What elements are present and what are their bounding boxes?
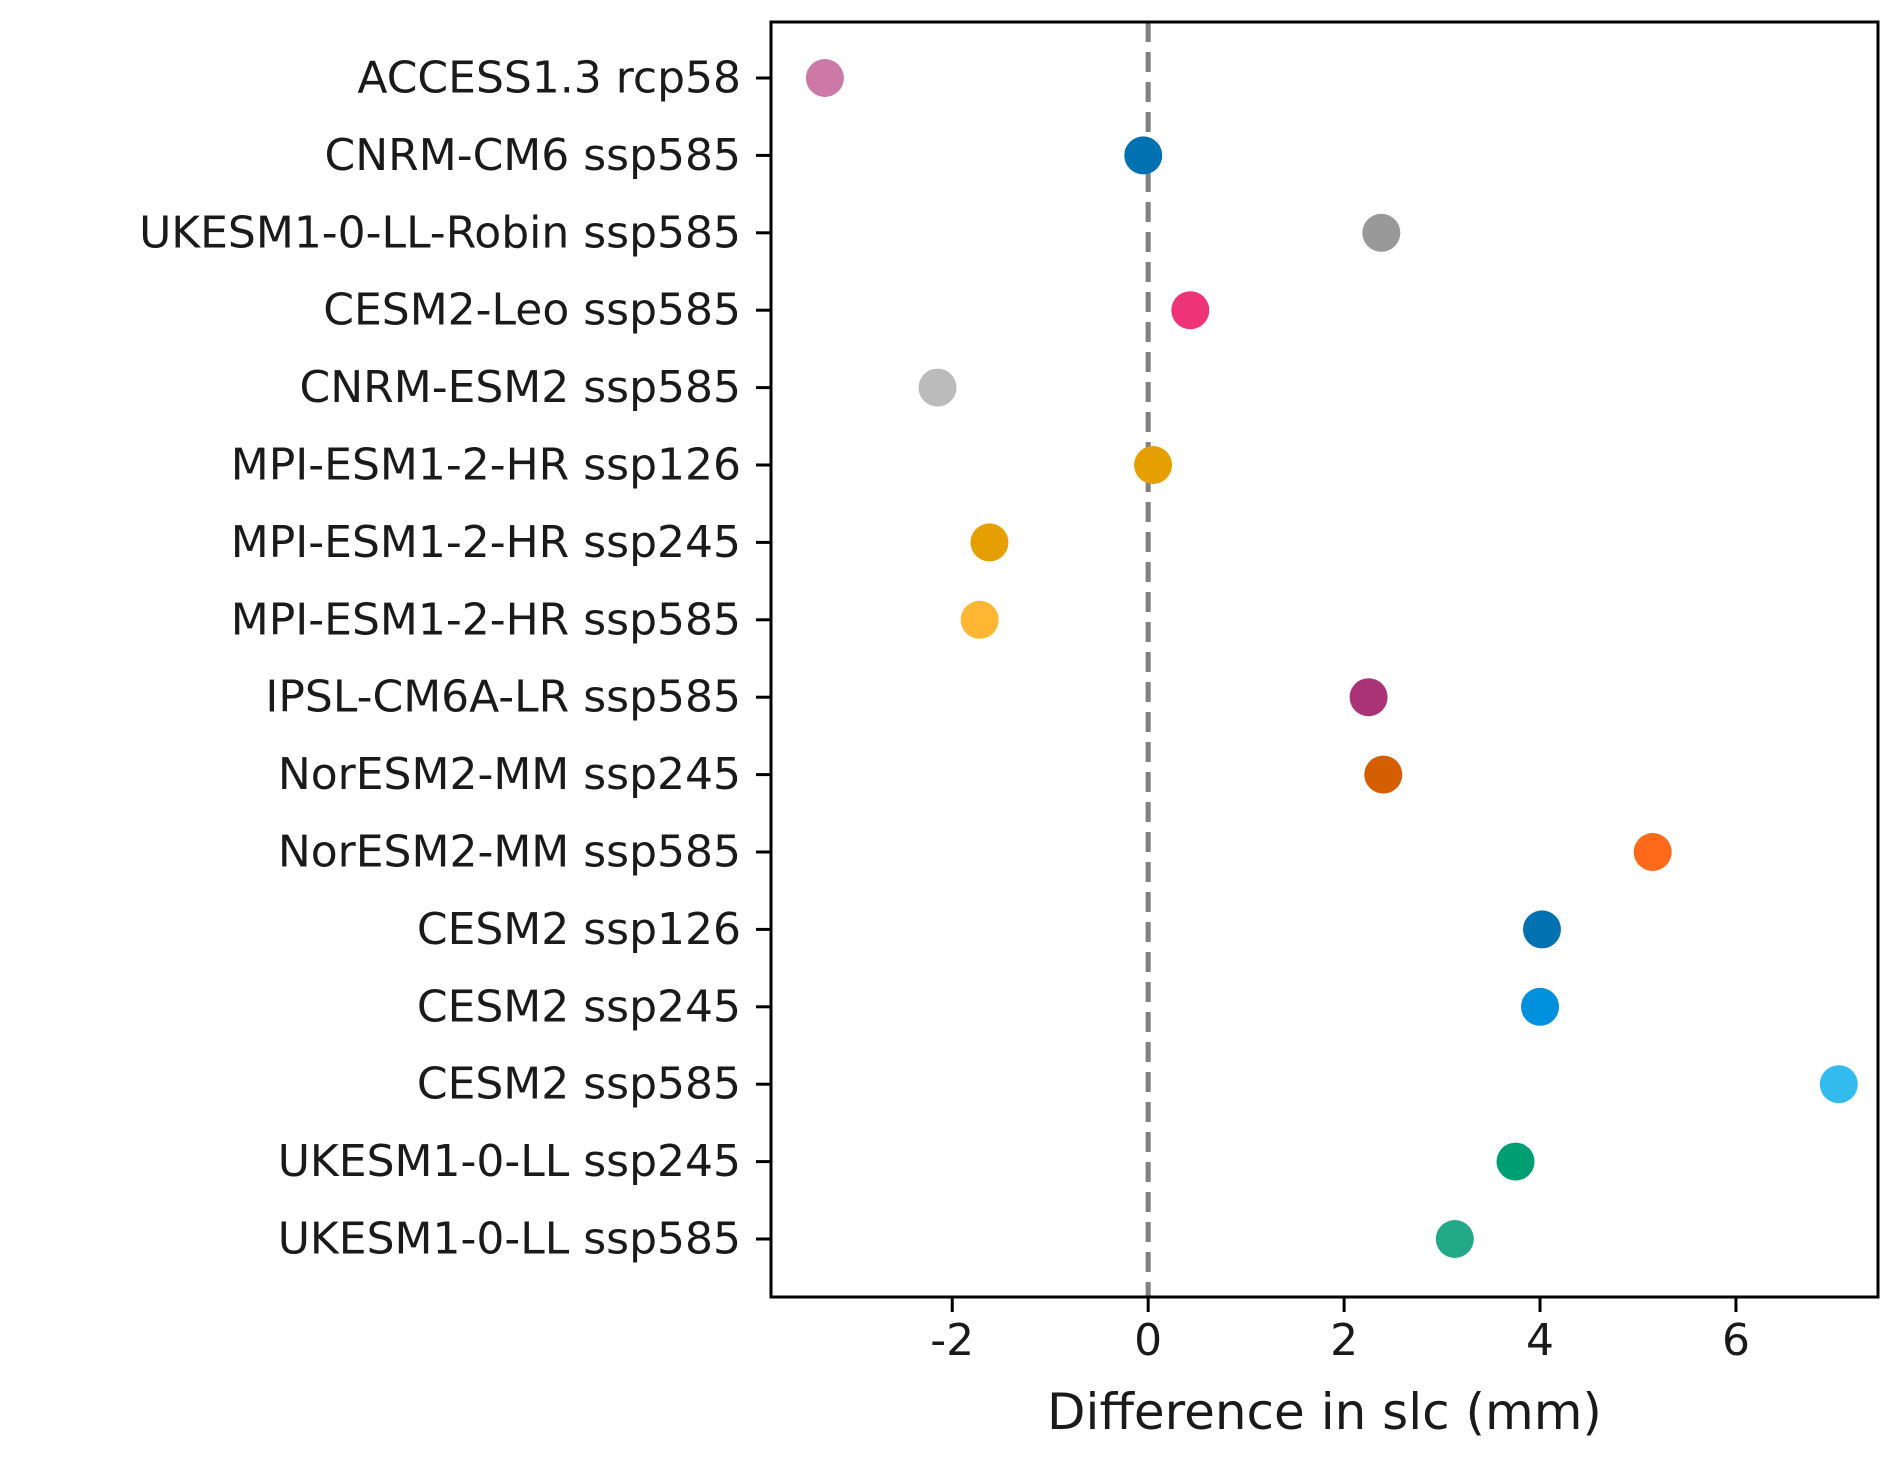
y-tick-label: CESM2-Leo ssp585 (323, 285, 741, 336)
y-tick-label: UKESM1-0-LL-Robin ssp585 (139, 207, 741, 258)
y-tick-label: UKESM1-0-LL ssp245 (278, 1136, 741, 1187)
data-point (1435, 1220, 1474, 1258)
y-tick-label: CNRM-CM6 ssp585 (325, 130, 741, 181)
x-axis-title: Difference in slc (mm) (1047, 1383, 1602, 1441)
data-point (970, 523, 1009, 562)
data-point (1522, 910, 1561, 949)
x-axis-ticks-layer: -2 0 2 4 6 (930, 1297, 1750, 1366)
data-point (918, 368, 957, 407)
y-tick-label: MPI-ESM1-2-HR ssp585 (231, 594, 741, 645)
data-point (1819, 1065, 1858, 1104)
data-point (1124, 136, 1163, 175)
data-point (1134, 446, 1173, 484)
data-point (1633, 833, 1672, 871)
x-tick-label: 0 (1134, 1315, 1162, 1366)
x-tick-label: 6 (1722, 1315, 1750, 1366)
data-point (1362, 213, 1401, 252)
data-point (1364, 755, 1403, 794)
x-tick-label: 2 (1330, 1315, 1358, 1366)
y-tick-label: CESM2 ssp585 (417, 1059, 741, 1110)
data-point (1349, 678, 1388, 717)
y-tick-label: IPSL-CM6A-LR ssp585 (265, 672, 741, 723)
y-tick-label: CESM2 ssp126 (417, 904, 741, 955)
x-tick-label: 4 (1526, 1315, 1554, 1366)
y-tick-label: NorESM2-MM ssp245 (278, 749, 741, 800)
data-point (1521, 987, 1560, 1026)
y-tick-label: MPI-ESM1-2-HR ssp126 (231, 440, 741, 491)
plot-frame (769, 20, 1880, 1299)
data-point (1171, 291, 1210, 330)
y-tick-label: CESM2 ssp245 (417, 981, 741, 1032)
data-point (805, 59, 844, 97)
x-tick-label: -2 (930, 1315, 974, 1366)
y-tick-label: UKESM1-0-LL ssp585 (278, 1214, 741, 1265)
data-points-layer (805, 59, 1858, 1258)
y-tick-label: NorESM2-MM ssp585 (278, 827, 741, 878)
y-tick-label: ACCESS1.3 rcp58 (357, 53, 741, 104)
category-labels-layer: ACCESS1.3 rcp58 CNRM-CM6 ssp585 UKESM1-0-L… (139, 53, 771, 1265)
data-point (1496, 1142, 1535, 1181)
data-point (960, 600, 999, 639)
y-tick-label: CNRM-ESM2 ssp585 (300, 362, 741, 413)
y-tick-label: MPI-ESM1-2-HR ssp245 (231, 517, 741, 568)
